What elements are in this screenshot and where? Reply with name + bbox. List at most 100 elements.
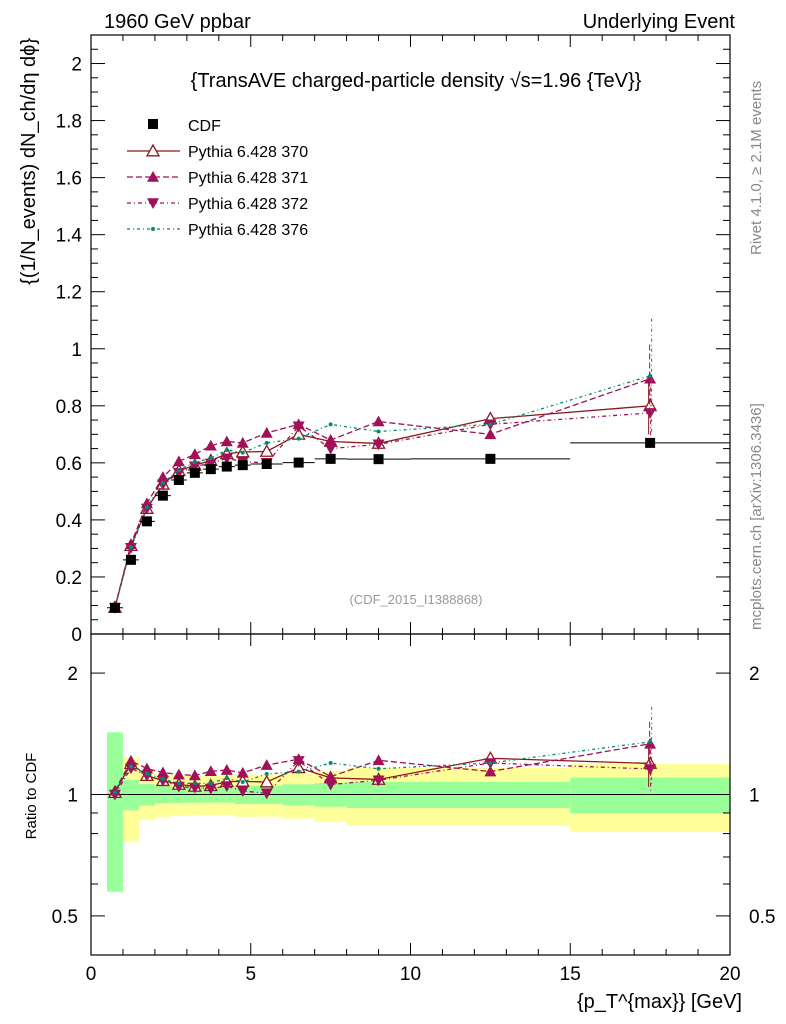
marker xyxy=(373,454,384,465)
marker xyxy=(204,783,217,795)
marker xyxy=(172,455,185,467)
marker xyxy=(644,408,657,419)
ratio-line xyxy=(114,743,651,792)
marker xyxy=(160,480,165,485)
marker xyxy=(147,198,159,209)
marker xyxy=(236,786,249,797)
marker xyxy=(140,770,153,782)
marker xyxy=(240,450,245,455)
main-frame xyxy=(90,34,731,635)
marker xyxy=(328,760,333,765)
y-tick-label: 0.2 xyxy=(56,568,82,589)
y-tick-label: 0.6 xyxy=(56,454,82,475)
marker xyxy=(176,467,181,472)
marker xyxy=(648,739,653,744)
marker xyxy=(324,779,337,791)
marker xyxy=(188,782,201,794)
y-tick-label: 1.8 xyxy=(56,112,82,133)
marker xyxy=(236,766,249,778)
marker xyxy=(372,415,385,427)
series-line xyxy=(114,378,651,608)
legend-label: Pythia 6.428 370 xyxy=(188,144,308,161)
marker xyxy=(204,458,217,470)
ratio-tick-label: 2 xyxy=(67,664,78,685)
marker xyxy=(644,764,657,775)
marker xyxy=(151,227,155,231)
marker xyxy=(484,428,497,440)
marker xyxy=(224,448,229,453)
x-tick-label: 20 xyxy=(719,964,740,985)
y-axis-label: {(1/N_events) dN_ch/dη dϕ} xyxy=(18,38,40,285)
marker xyxy=(488,422,493,427)
watermark: (CDF_2015_I1388868) xyxy=(350,592,483,607)
marker xyxy=(484,765,497,777)
marker xyxy=(128,545,133,550)
legend-label: Pythia 6.428 376 xyxy=(188,222,308,239)
marker xyxy=(208,781,213,786)
marker xyxy=(140,503,153,515)
marker xyxy=(372,439,385,451)
x-axis-label: {p_T^{max}} [GeV] xyxy=(577,991,742,1013)
marker xyxy=(644,372,657,384)
ratio-tick-label-right: 0.5 xyxy=(749,907,775,928)
marker xyxy=(376,429,381,434)
marker xyxy=(292,421,305,433)
marker xyxy=(148,119,158,129)
marker xyxy=(488,760,493,765)
legend-label: CDF xyxy=(188,118,221,135)
marker xyxy=(172,768,185,780)
marker xyxy=(220,764,233,775)
ratio-tick-label: 0.5 xyxy=(52,907,78,928)
marker xyxy=(141,516,152,527)
ratio-y-label: Ratio to CDF xyxy=(23,753,40,840)
marker xyxy=(220,453,233,465)
legend-label: Pythia 6.428 371 xyxy=(188,170,308,187)
marker xyxy=(324,770,337,782)
x-tick-label: 5 xyxy=(245,964,256,985)
marker xyxy=(237,460,248,471)
marker xyxy=(147,171,159,182)
series-4 xyxy=(112,318,653,795)
header-left: 1960 GeV ppbar xyxy=(104,11,251,33)
marker xyxy=(128,764,133,769)
marker xyxy=(125,554,136,565)
marker xyxy=(172,468,185,479)
marker xyxy=(259,774,274,788)
series-line xyxy=(114,405,651,608)
marker xyxy=(188,448,201,460)
marker xyxy=(156,479,169,491)
marker xyxy=(160,776,165,781)
x-tick-label: 0 xyxy=(86,964,97,985)
marker xyxy=(189,467,200,478)
legend-label: Pythia 6.428 372 xyxy=(188,196,308,213)
marker xyxy=(144,505,149,510)
marker xyxy=(328,422,333,427)
marker xyxy=(192,460,197,465)
marker xyxy=(324,443,337,455)
header-right: Underlying Event xyxy=(583,11,736,33)
marker xyxy=(260,426,273,438)
marker xyxy=(645,437,656,448)
marker xyxy=(324,434,337,445)
y-tick-label: 0.8 xyxy=(56,397,82,418)
mcplots-label: mcplots.cern.ch [arXiv:1306.3436] xyxy=(748,403,765,630)
marker xyxy=(108,789,121,801)
marker xyxy=(124,763,137,775)
series-cdf xyxy=(106,437,730,613)
marker xyxy=(261,458,272,469)
marker xyxy=(109,602,120,613)
x-tick-label: 10 xyxy=(400,964,421,985)
marker xyxy=(204,765,217,777)
marker xyxy=(485,453,496,464)
marker xyxy=(204,439,217,451)
marker xyxy=(124,754,137,766)
marker xyxy=(192,781,197,786)
marker xyxy=(259,444,274,457)
x-tick-label: 15 xyxy=(560,964,581,985)
series-3 xyxy=(108,387,657,801)
marker xyxy=(260,788,273,800)
marker xyxy=(156,766,169,778)
legend: CDF Pythia 6.428 370 Pythia 6.428 371 Pythi… xyxy=(127,118,308,239)
marker xyxy=(188,461,201,473)
